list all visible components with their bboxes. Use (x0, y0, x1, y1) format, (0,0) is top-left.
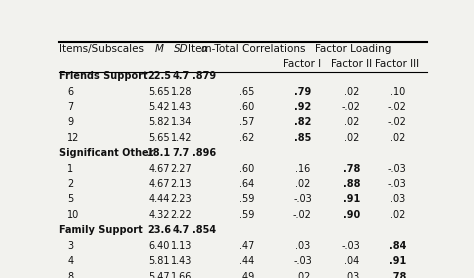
Text: 1.43: 1.43 (171, 102, 192, 112)
Text: .02: .02 (390, 133, 405, 143)
Text: .44: .44 (239, 256, 254, 266)
Text: 1.34: 1.34 (171, 117, 192, 127)
Text: -.03: -.03 (388, 179, 407, 189)
Text: -.03: -.03 (388, 164, 407, 174)
Text: 4.7: 4.7 (173, 71, 190, 81)
Text: .65: .65 (239, 86, 254, 96)
Text: 10: 10 (67, 210, 80, 220)
Text: .47: .47 (239, 241, 254, 251)
Text: .78: .78 (389, 272, 406, 278)
Text: SD: SD (174, 44, 189, 54)
Text: Factor I: Factor I (283, 59, 321, 70)
Text: 4.67: 4.67 (148, 164, 170, 174)
Text: 1: 1 (67, 164, 73, 174)
Text: 6.40: 6.40 (148, 241, 170, 251)
Text: -.03: -.03 (342, 241, 361, 251)
Text: 1.42: 1.42 (171, 133, 192, 143)
Text: 2.22: 2.22 (170, 210, 192, 220)
Text: .82: .82 (294, 117, 311, 127)
Text: -.03: -.03 (293, 195, 312, 205)
Text: 18.1: 18.1 (147, 148, 171, 158)
Text: 1.28: 1.28 (171, 86, 192, 96)
Text: .02: .02 (344, 117, 359, 127)
Text: Significant Other: Significant Other (59, 148, 154, 158)
Text: .64: .64 (239, 179, 254, 189)
Text: .62: .62 (239, 133, 254, 143)
Text: .879: .879 (192, 71, 216, 81)
Text: .02: .02 (344, 133, 359, 143)
Text: .02: .02 (295, 179, 310, 189)
Text: 2: 2 (67, 179, 73, 189)
Text: Factor Loading: Factor Loading (315, 44, 392, 54)
Text: 4: 4 (67, 256, 73, 266)
Text: 1.13: 1.13 (171, 241, 192, 251)
Text: .04: .04 (344, 256, 359, 266)
Text: .03: .03 (344, 272, 359, 278)
Text: -.02: -.02 (293, 210, 312, 220)
Text: 5.81: 5.81 (148, 256, 170, 266)
Text: 5: 5 (67, 195, 73, 205)
Text: .91: .91 (389, 256, 406, 266)
Text: 2.27: 2.27 (170, 164, 192, 174)
Text: 9: 9 (67, 117, 73, 127)
Text: .03: .03 (390, 195, 405, 205)
Text: Factor III: Factor III (375, 59, 419, 70)
Text: -.02: -.02 (388, 117, 407, 127)
Text: 8: 8 (67, 272, 73, 278)
Text: .49: .49 (239, 272, 254, 278)
Text: Family Support: Family Support (59, 225, 143, 235)
Text: -.02: -.02 (388, 102, 407, 112)
Text: 4.32: 4.32 (148, 210, 170, 220)
Text: 6: 6 (67, 86, 73, 96)
Text: 1.43: 1.43 (171, 256, 192, 266)
Text: .896: .896 (192, 148, 216, 158)
Text: 4.67: 4.67 (148, 179, 170, 189)
Text: Items/Subscales: Items/Subscales (59, 44, 144, 54)
Text: .79: .79 (294, 86, 311, 96)
Text: .85: .85 (294, 133, 311, 143)
Text: .60: .60 (239, 102, 254, 112)
Text: Item-Total Correlations: Item-Total Correlations (188, 44, 305, 54)
Text: .02: .02 (295, 272, 310, 278)
Text: 5.42: 5.42 (148, 102, 170, 112)
Text: -.02: -.02 (342, 102, 361, 112)
Text: .854: .854 (192, 225, 216, 235)
Text: 1.66: 1.66 (171, 272, 192, 278)
Text: 7.7: 7.7 (173, 148, 190, 158)
Text: 5.65: 5.65 (148, 133, 170, 143)
Text: .88: .88 (343, 179, 360, 189)
Text: Factor II: Factor II (331, 59, 372, 70)
Text: 3: 3 (67, 241, 73, 251)
Text: .90: .90 (343, 210, 360, 220)
Text: 22.5: 22.5 (147, 71, 171, 81)
Text: M: M (155, 44, 164, 54)
Text: .84: .84 (389, 241, 406, 251)
Text: .16: .16 (295, 164, 310, 174)
Text: 2.13: 2.13 (171, 179, 192, 189)
Text: .57: .57 (239, 117, 255, 127)
Text: 12: 12 (67, 133, 80, 143)
Text: .60: .60 (239, 164, 254, 174)
Text: 23.6: 23.6 (147, 225, 171, 235)
Text: 5.82: 5.82 (148, 117, 170, 127)
Text: .92: .92 (294, 102, 311, 112)
Text: Friends Support: Friends Support (59, 71, 148, 81)
Text: .02: .02 (344, 86, 359, 96)
Text: 5.47: 5.47 (148, 272, 170, 278)
Text: .03: .03 (295, 241, 310, 251)
Text: .59: .59 (239, 210, 254, 220)
Text: α: α (201, 44, 208, 54)
Text: 4.44: 4.44 (148, 195, 170, 205)
Text: .02: .02 (390, 210, 405, 220)
Text: 4.7: 4.7 (173, 225, 190, 235)
Text: .59: .59 (239, 195, 254, 205)
Text: -.03: -.03 (293, 256, 312, 266)
Text: 7: 7 (67, 102, 73, 112)
Text: .91: .91 (343, 195, 360, 205)
Text: .78: .78 (343, 164, 360, 174)
Text: 5.65: 5.65 (148, 86, 170, 96)
Text: .10: .10 (390, 86, 405, 96)
Text: 2.23: 2.23 (170, 195, 192, 205)
